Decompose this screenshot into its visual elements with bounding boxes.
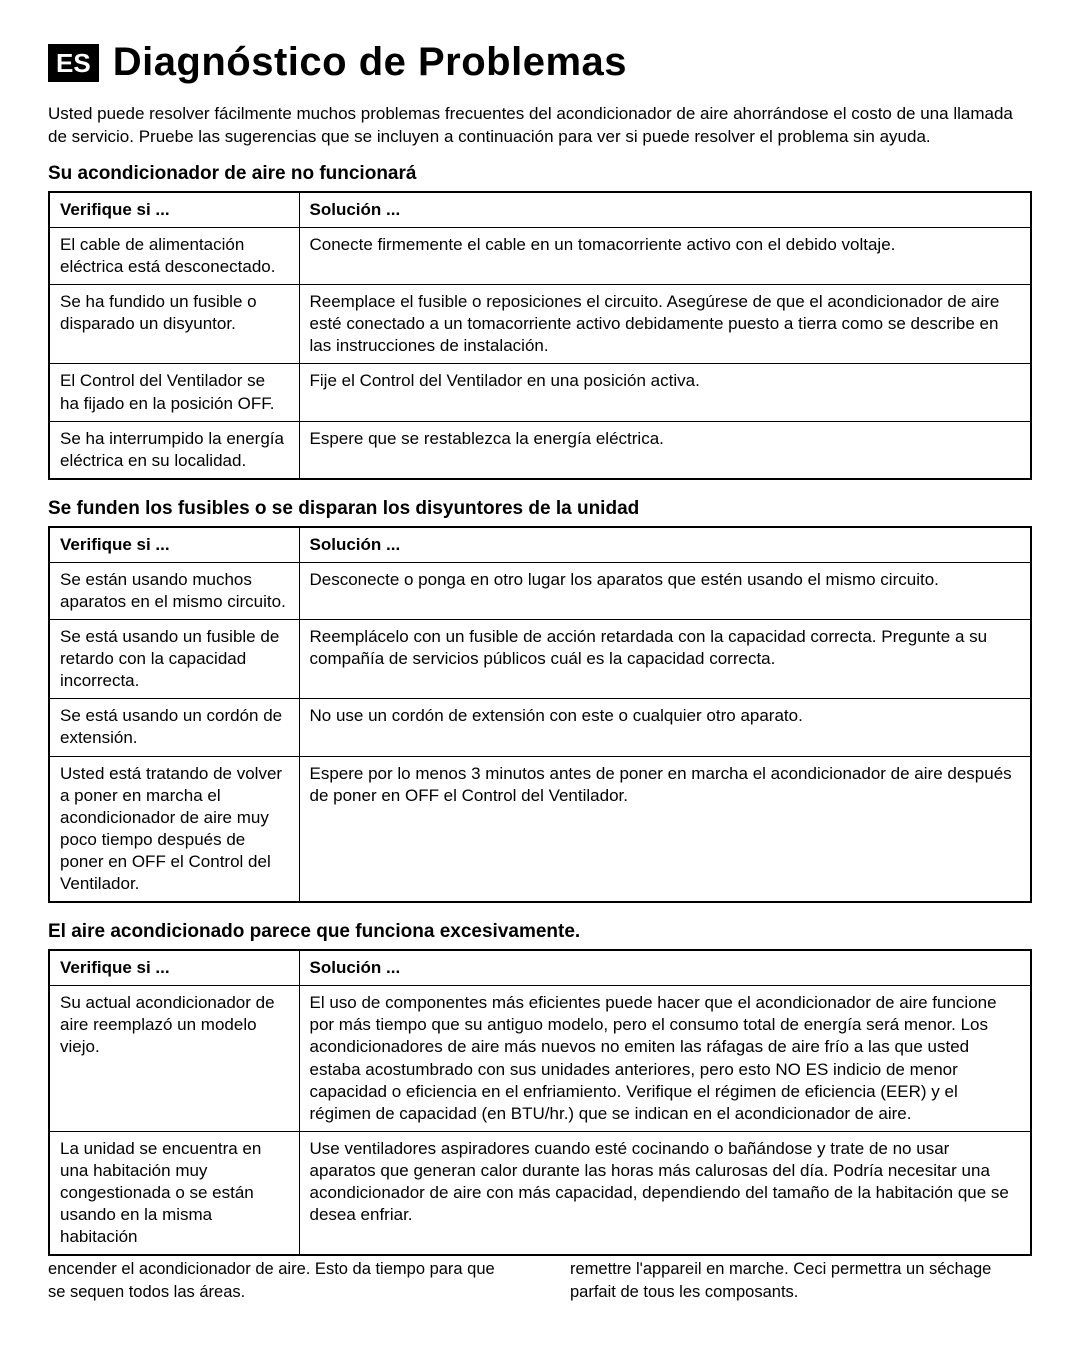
cell-check: Se está usando un fusible de retardo con…	[49, 620, 299, 699]
section-heading: Se funden los fusibles o se disparan los…	[48, 498, 1032, 520]
cell-solution: Reemplace el fusible o reposiciones el c…	[299, 285, 1031, 364]
table-row: Se están usando muchos aparatos en el mi…	[49, 562, 1031, 619]
table-row: Se está usando un cordón de extensión. N…	[49, 699, 1031, 756]
language-badge: ES	[48, 44, 99, 82]
cell-check: La unidad se encuentra en una habitación…	[49, 1131, 299, 1255]
col-header-solution: Solución ...	[299, 192, 1031, 228]
cell-check: Se está usando un cordón de extensión.	[49, 699, 299, 756]
cell-check: Usted está tratando de volver a poner en…	[49, 756, 299, 902]
footer-left-text: encender el acondicionador de aire. Esto…	[48, 1258, 510, 1303]
page: ES Diagnóstico de Problemas Usted puede …	[0, 0, 1080, 1333]
section-heading: Su acondicionador de aire no funcionará	[48, 163, 1032, 185]
col-header-solution: Solución ...	[299, 950, 1031, 986]
table-row: Se está usando un fusible de retardo con…	[49, 620, 1031, 699]
table-header-row: Verifique si ... Solución ...	[49, 192, 1031, 228]
footer-right-text: remettre l'appareil en marche. Ceci perm…	[570, 1258, 1032, 1303]
intro-paragraph: Usted puede resolver fácilmente muchos p…	[48, 103, 1032, 149]
col-header-check: Verifique si ...	[49, 950, 299, 986]
table-row: Su actual acondicionador de aire reempla…	[49, 986, 1031, 1132]
cell-check: Su actual acondicionador de aire reempla…	[49, 986, 299, 1132]
cell-solution: Espere que se restablezca la energía elé…	[299, 421, 1031, 479]
cell-solution: Espere por lo menos 3 minutos antes de p…	[299, 756, 1031, 902]
cell-check: Se están usando muchos aparatos en el mi…	[49, 562, 299, 619]
cell-check: El Control del Ventilador se ha fijado e…	[49, 364, 299, 421]
cell-solution: El uso de componentes más eficientes pue…	[299, 986, 1031, 1132]
cell-check: Se ha fundido un fusible o disparado un …	[49, 285, 299, 364]
col-header-check: Verifique si ...	[49, 527, 299, 563]
table-row: La unidad se encuentra en una habitación…	[49, 1131, 1031, 1255]
troubleshoot-table: Verifique si ... Solución ... El cable d…	[48, 191, 1032, 480]
table-row: Se ha fundido un fusible o disparado un …	[49, 285, 1031, 364]
col-header-solution: Solución ...	[299, 527, 1031, 563]
cell-solution: Conecte firmemente el cable en un tomaco…	[299, 227, 1031, 284]
table-row: El Control del Ventilador se ha fijado e…	[49, 364, 1031, 421]
cell-solution: No use un cordón de extensión con este o…	[299, 699, 1031, 756]
footer-fragment: encender el acondicionador de aire. Esto…	[48, 1258, 1032, 1303]
table-row: Se ha interrumpido la energía eléctrica …	[49, 421, 1031, 479]
table-row: El cable de alimentación eléctrica está …	[49, 227, 1031, 284]
table-header-row: Verifique si ... Solución ...	[49, 527, 1031, 563]
title-row: ES Diagnóstico de Problemas	[48, 40, 1032, 85]
section-heading: El aire acondicionado parece que funcion…	[48, 921, 1032, 943]
troubleshoot-table: Verifique si ... Solución ... Su actual …	[48, 949, 1032, 1256]
cell-solution: Fije el Control del Ventilador en una po…	[299, 364, 1031, 421]
cell-solution: Use ventiladores aspiradores cuando esté…	[299, 1131, 1031, 1255]
page-title: Diagnóstico de Problemas	[113, 40, 627, 85]
troubleshoot-table: Verifique si ... Solución ... Se están u…	[48, 526, 1032, 903]
table-row: Usted está tratando de volver a poner en…	[49, 756, 1031, 902]
cell-solution: Desconecte o ponga en otro lugar los apa…	[299, 562, 1031, 619]
table-header-row: Verifique si ... Solución ...	[49, 950, 1031, 986]
cell-check: El cable de alimentación eléctrica está …	[49, 227, 299, 284]
cell-solution: Reemplácelo con un fusible de acción ret…	[299, 620, 1031, 699]
col-header-check: Verifique si ...	[49, 192, 299, 228]
cell-check: Se ha interrumpido la energía eléctrica …	[49, 421, 299, 479]
